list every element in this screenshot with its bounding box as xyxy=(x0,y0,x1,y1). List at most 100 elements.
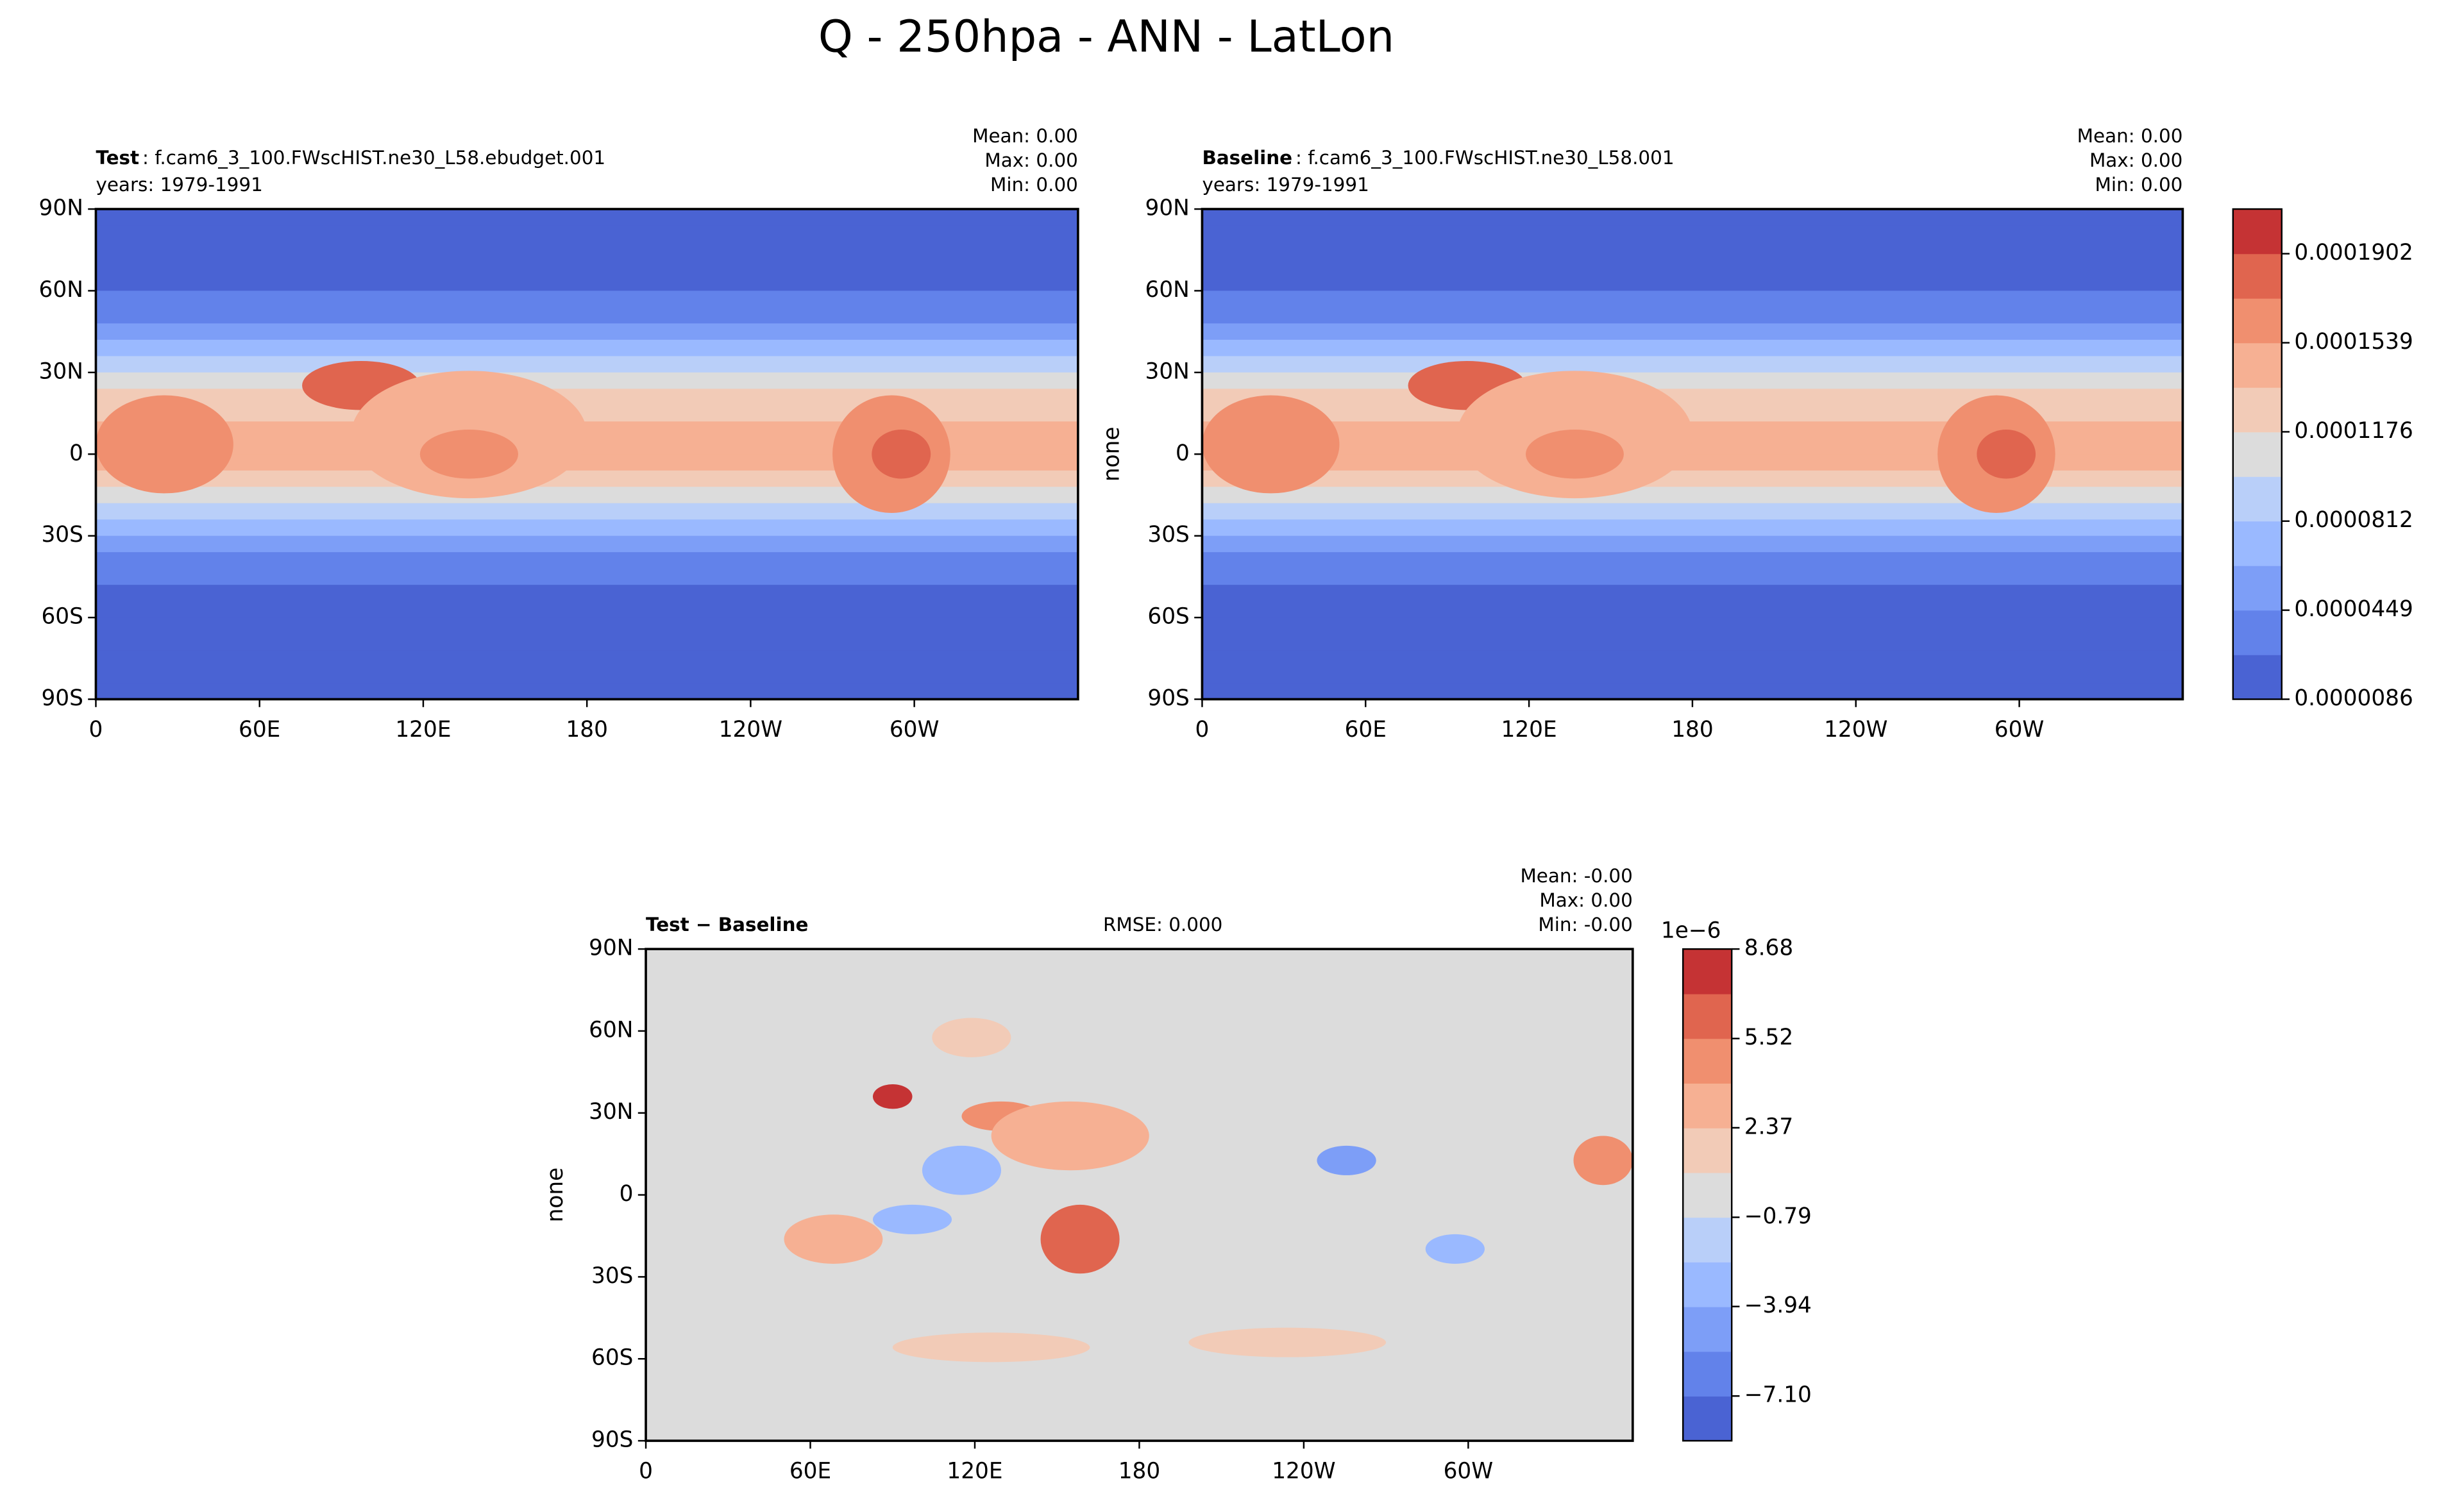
field-band xyxy=(1202,323,2183,341)
y-tick-label: 90N xyxy=(589,935,633,961)
field-blob xyxy=(419,430,518,479)
panel-name: Test xyxy=(96,147,139,169)
y-tick-label: 60S xyxy=(591,1345,633,1371)
field-band xyxy=(1202,633,2183,651)
field-blob xyxy=(872,430,931,479)
panel-years: years: 1979-1991 xyxy=(1202,174,1369,196)
colorbar-band xyxy=(1683,1127,1732,1173)
colorbar-tick-label: 0.0001539 xyxy=(2294,329,2413,355)
field-band xyxy=(1202,258,2183,276)
y-tick-label: 30S xyxy=(591,1263,633,1289)
field-blob xyxy=(892,1332,1090,1363)
field-band xyxy=(1202,209,2183,226)
field-band xyxy=(1202,601,2183,619)
panel-rmse: RMSE: 0.000 xyxy=(1103,914,1222,935)
colorbar-band xyxy=(1683,1083,1732,1128)
y-tick-label: 90S xyxy=(1147,685,1189,711)
x-tick-label: 60W xyxy=(890,717,940,742)
colorbar-tick-label: 8.68 xyxy=(1744,935,1793,961)
y-tick-label: 30N xyxy=(39,358,83,384)
colorbar-band xyxy=(2232,298,2282,344)
field-band xyxy=(96,617,1078,635)
field-blob xyxy=(96,395,233,494)
colorbar-tick-label: 0.0001902 xyxy=(2294,240,2413,265)
colorbar-band xyxy=(2232,253,2282,299)
field-band xyxy=(96,503,1078,521)
colorbar-tick-label: −0.79 xyxy=(1744,1204,1812,1229)
field-band xyxy=(1202,585,2183,602)
field-blob xyxy=(991,1101,1149,1171)
field-band xyxy=(1202,274,2183,292)
panel-stat: Mean: 0.00 xyxy=(2077,125,2183,147)
colorbar-band xyxy=(2232,476,2282,522)
colorbar-tick-label: 0.0000086 xyxy=(2294,685,2413,711)
field-band xyxy=(1202,650,2183,667)
field-band xyxy=(96,372,1078,390)
colorbar-tick-label: −7.10 xyxy=(1744,1382,1812,1408)
y-tick-label: 30N xyxy=(589,1099,633,1125)
field-band xyxy=(96,666,1078,684)
y-tick-label: 90S xyxy=(591,1427,633,1453)
field-band xyxy=(1202,290,2183,308)
y-tick-label: 90N xyxy=(39,196,83,221)
y-tick-label: 90N xyxy=(1145,196,1190,221)
x-tick-label: 60E xyxy=(1345,717,1387,742)
colorbar-tick-label: 0.0001176 xyxy=(2294,418,2413,444)
colorbar-band xyxy=(1683,1038,1732,1084)
map-field xyxy=(646,949,1633,1441)
field-band xyxy=(96,552,1078,569)
field-band xyxy=(96,389,1078,407)
panel-stat: Mean: -0.00 xyxy=(1520,865,1632,887)
colorbar-band xyxy=(2232,610,2282,655)
x-tick-label: 120W xyxy=(719,717,782,742)
x-tick-label: 60W xyxy=(1995,717,2045,742)
panel-stat: Mean: 0.00 xyxy=(972,125,1078,147)
field-blob xyxy=(932,1018,1011,1057)
y-tick-label: 60N xyxy=(1145,277,1190,303)
colorbar-offset: 1e−6 xyxy=(1661,918,1721,944)
field-band xyxy=(96,585,1078,602)
field-band xyxy=(96,601,1078,619)
panel-years: years: 1979-1991 xyxy=(96,174,262,196)
field-blob xyxy=(872,1084,913,1109)
colorbar-band xyxy=(1683,1396,1732,1441)
field-band xyxy=(96,568,1078,586)
x-tick-label: 180 xyxy=(1671,717,1713,742)
field-band xyxy=(96,339,1078,357)
colorbar-band xyxy=(2232,209,2282,255)
field-band xyxy=(1202,242,2183,259)
field-band xyxy=(96,306,1078,324)
colorbar-band xyxy=(2232,387,2282,433)
y-tick-label: 60S xyxy=(1147,604,1189,630)
field-blob xyxy=(1425,1234,1485,1264)
field-band xyxy=(646,949,1633,1441)
colorbar-band xyxy=(1683,1172,1732,1218)
field-blob xyxy=(1317,1145,1376,1175)
colorbar-band xyxy=(2232,342,2282,388)
y-tick-label: 0 xyxy=(1176,440,1190,466)
field-band xyxy=(1202,552,2183,569)
y-tick-label: 30S xyxy=(1147,522,1189,548)
panel-stat: Max: 0.00 xyxy=(2089,149,2182,171)
panel-stat: Max: 0.00 xyxy=(984,149,1077,171)
y-tick-label: 60N xyxy=(589,1017,633,1043)
field-blob xyxy=(1573,1136,1633,1186)
panel-stat: Min: -0.00 xyxy=(1538,914,1632,935)
field-band xyxy=(1202,568,2183,586)
panel-subtitle: : f.cam6_3_100.FWscHIST.ne30_L58.ebudget… xyxy=(142,147,605,169)
field-band xyxy=(96,535,1078,553)
colorbar-tick-label: 0.0000449 xyxy=(2294,596,2413,622)
map-field xyxy=(1202,209,2183,700)
field-band xyxy=(96,519,1078,537)
panel-stat: Max: 0.00 xyxy=(1539,889,1632,911)
y-tick-label: 30N xyxy=(1145,358,1190,384)
field-band xyxy=(1202,339,2183,357)
field-band xyxy=(96,633,1078,651)
field-blob xyxy=(1040,1204,1120,1274)
panel-stat: Min: 0.00 xyxy=(990,174,1078,196)
field-blob xyxy=(872,1204,952,1234)
colorbar-band xyxy=(2232,566,2282,611)
field-band xyxy=(1202,617,2183,635)
field-band xyxy=(96,258,1078,276)
